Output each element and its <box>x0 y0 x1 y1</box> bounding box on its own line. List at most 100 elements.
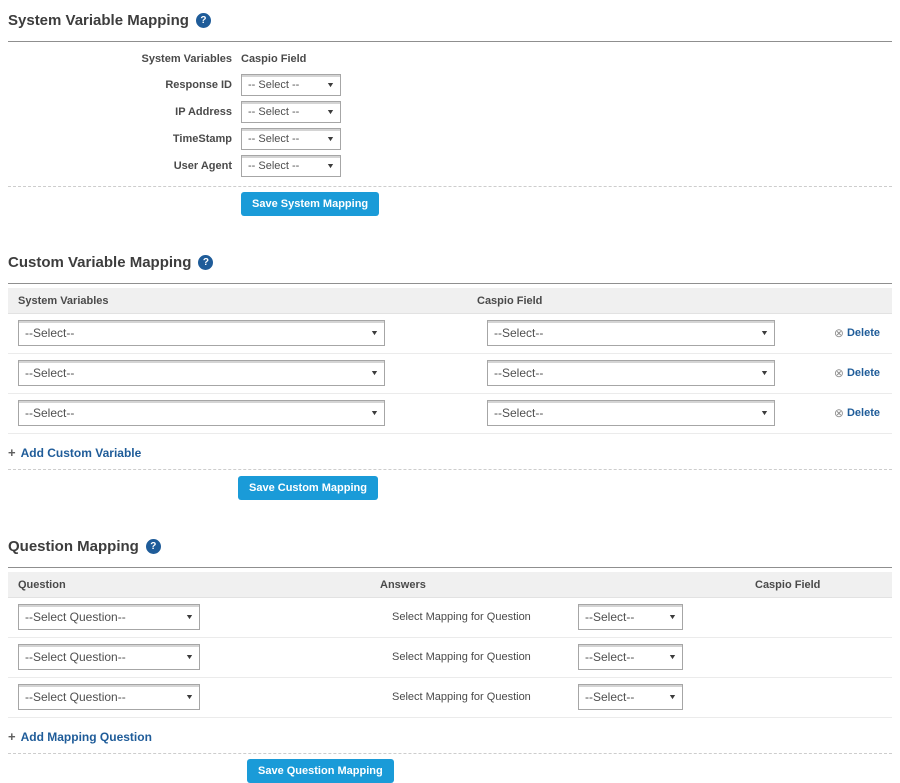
column-header-caspio-field: Caspio Field <box>241 53 307 65</box>
dropdown-arrow-icon: ▼ <box>760 329 770 337</box>
add-mapping-question-link[interactable]: + Add Mapping Question <box>8 729 152 744</box>
section-title-custom: Custom Variable Mapping ? <box>8 254 892 271</box>
select-value: --Select-- <box>585 610 635 624</box>
question-mapping-table-header: Question Answers Caspio Field <box>8 572 892 598</box>
user-agent-caspio-field-select[interactable]: -- Select -- ▼ <box>241 155 341 177</box>
section-title-system: System Variable Mapping ? <box>8 12 892 29</box>
section-divider <box>8 567 892 568</box>
system-variable-label-timestamp: TimeStamp <box>172 133 232 145</box>
dashed-separator <box>8 469 892 470</box>
question-select[interactable]: --Select Question-- ▼ <box>18 604 200 630</box>
system-variable-label-user-agent: User Agent <box>173 160 232 172</box>
select-value: -- Select -- <box>248 160 300 172</box>
select-value: --Select Question-- <box>25 650 126 664</box>
dropdown-arrow-icon: ▼ <box>370 409 380 417</box>
select-value: --Select-- <box>25 366 75 380</box>
select-mapping-for-question-label: Select Mapping for Question <box>392 651 531 663</box>
select-value: --Select Question-- <box>25 690 126 704</box>
column-header-caspio-field: Caspio Field <box>477 294 543 307</box>
select-mapping-for-question-label: Select Mapping for Question <box>392 611 531 623</box>
section-title-custom-text: Custom Variable Mapping <box>8 254 192 271</box>
timestamp-caspio-field-select[interactable]: -- Select -- ▼ <box>241 128 341 150</box>
dropdown-arrow-icon: ▼ <box>185 693 195 701</box>
section-title-system-text: System Variable Mapping <box>8 12 189 29</box>
custom-caspio-field-select[interactable]: --Select-- ▼ <box>487 360 775 386</box>
delete-link-label: Delete <box>846 407 880 419</box>
custom-caspio-field-select[interactable]: --Select-- ▼ <box>487 320 775 346</box>
dropdown-arrow-icon: ▼ <box>370 329 380 337</box>
question-caspio-field-select[interactable]: --Select-- ▼ <box>578 604 683 630</box>
select-value: --Select-- <box>494 406 544 420</box>
question-select[interactable]: --Select Question-- ▼ <box>18 684 200 710</box>
delete-link-label: Delete <box>846 327 880 339</box>
delete-custom-variable-link[interactable]: ⊗ Delete <box>834 366 880 380</box>
question-caspio-field-select[interactable]: --Select-- ▼ <box>578 644 683 670</box>
select-value: -- Select -- <box>248 106 300 118</box>
custom-system-variable-select[interactable]: --Select-- ▼ <box>18 320 385 346</box>
section-divider <box>8 41 892 42</box>
response-id-caspio-field-select[interactable]: -- Select -- ▼ <box>241 74 341 96</box>
dropdown-arrow-icon: ▼ <box>668 693 678 701</box>
section-title-question: Question Mapping ? <box>8 538 892 555</box>
dropdown-arrow-icon: ▼ <box>185 613 195 621</box>
delete-custom-variable-link[interactable]: ⊗ Delete <box>834 326 880 340</box>
question-caspio-field-select[interactable]: --Select-- ▼ <box>578 684 683 710</box>
dropdown-arrow-icon: ▼ <box>760 369 770 377</box>
add-custom-variable-link[interactable]: + Add Custom Variable <box>8 445 141 460</box>
plus-icon: + <box>8 729 16 744</box>
ip-address-caspio-field-select[interactable]: -- Select -- ▼ <box>241 101 341 123</box>
system-variable-label-response-id: Response ID <box>165 79 232 91</box>
dropdown-arrow-icon: ▼ <box>326 162 336 170</box>
save-custom-mapping-button[interactable]: Save Custom Mapping <box>238 476 378 500</box>
select-value: --Select-- <box>494 326 544 340</box>
help-icon[interactable]: ? <box>145 539 161 554</box>
custom-caspio-field-select[interactable]: --Select-- ▼ <box>487 400 775 426</box>
select-value: --Select-- <box>25 326 75 340</box>
column-header-system-variables: System Variables <box>141 53 232 65</box>
custom-mapping-table-header: System Variables Caspio Field <box>8 288 892 314</box>
custom-variable-mapping-section: Custom Variable Mapping ? System Variabl… <box>8 254 892 500</box>
custom-mapping-row: --Select-- ▼ --Select-- ▼ ⊗ Delete <box>8 354 892 394</box>
dropdown-arrow-icon: ▼ <box>326 108 336 116</box>
delete-circle-x-icon: ⊗ <box>833 406 844 420</box>
system-mapping-row: User Agent -- Select -- ▼ <box>8 155 892 177</box>
section-title-question-text: Question Mapping <box>8 538 139 555</box>
custom-mapping-row: --Select-- ▼ --Select-- ▼ ⊗ Delete <box>8 314 892 354</box>
select-value: --Select-- <box>25 406 75 420</box>
dropdown-arrow-icon: ▼ <box>326 135 336 143</box>
system-mapping-row: Response ID -- Select -- ▼ <box>8 74 892 96</box>
dropdown-arrow-icon: ▼ <box>668 653 678 661</box>
system-mapping-row: TimeStamp -- Select -- ▼ <box>8 128 892 150</box>
column-header-system-variables: System Variables <box>18 294 109 307</box>
question-select[interactable]: --Select Question-- ▼ <box>18 644 200 670</box>
plus-icon: + <box>8 445 16 460</box>
help-icon[interactable]: ? <box>198 255 214 270</box>
custom-system-variable-select[interactable]: --Select-- ▼ <box>18 400 385 426</box>
system-variable-label-ip-address: IP Address <box>175 106 232 118</box>
dashed-separator <box>8 186 892 187</box>
section-divider <box>8 283 892 284</box>
question-mapping-row: --Select Question-- ▼ Select Mapping for… <box>8 598 892 638</box>
column-header-question: Question <box>18 578 66 591</box>
dashed-separator <box>8 753 892 754</box>
question-mapping-row: --Select Question-- ▼ Select Mapping for… <box>8 638 892 678</box>
select-value: --Select-- <box>585 690 635 704</box>
help-icon[interactable]: ? <box>195 13 211 28</box>
dropdown-arrow-icon: ▼ <box>185 653 195 661</box>
save-question-mapping-button[interactable]: Save Question Mapping <box>247 759 394 783</box>
question-mapping-row: --Select Question-- ▼ Select Mapping for… <box>8 678 892 718</box>
delete-link-label: Delete <box>846 367 880 379</box>
select-value: -- Select -- <box>248 79 300 91</box>
column-header-caspio-field: Caspio Field <box>755 578 821 591</box>
select-value: --Select-- <box>494 366 544 380</box>
delete-custom-variable-link[interactable]: ⊗ Delete <box>834 406 880 420</box>
question-mapping-section: Question Mapping ? Question Answers Casp… <box>8 538 892 783</box>
column-header-answers: Answers <box>380 578 426 591</box>
select-mapping-for-question-label: Select Mapping for Question <box>392 691 531 703</box>
dropdown-arrow-icon: ▼ <box>668 613 678 621</box>
dropdown-arrow-icon: ▼ <box>370 369 380 377</box>
system-mapping-row: IP Address -- Select -- ▼ <box>8 101 892 123</box>
custom-system-variable-select[interactable]: --Select-- ▼ <box>18 360 385 386</box>
save-system-mapping-button[interactable]: Save System Mapping <box>241 192 380 216</box>
